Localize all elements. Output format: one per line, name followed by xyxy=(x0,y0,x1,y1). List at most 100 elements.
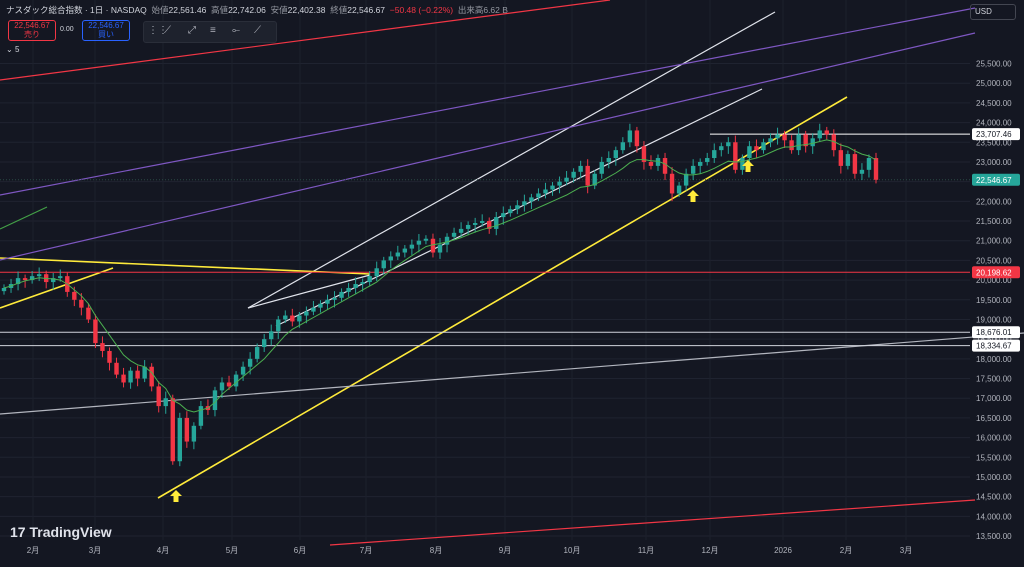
candle-body xyxy=(261,339,267,348)
candle-body xyxy=(107,350,112,363)
candle-body xyxy=(72,291,77,300)
candle-body xyxy=(515,205,520,210)
candle-body xyxy=(648,161,654,166)
y-tick-label: 21,000.00 xyxy=(976,237,1012,246)
candle-body xyxy=(866,158,872,170)
trendline-purple-upper xyxy=(0,7,976,196)
candle-body xyxy=(346,287,351,292)
candle-body xyxy=(719,146,724,151)
candle-body xyxy=(557,181,562,186)
candle-body xyxy=(402,248,408,253)
x-tick-label: 3月 xyxy=(89,546,101,555)
candle-body xyxy=(536,193,541,198)
candle-body xyxy=(416,240,422,245)
candle-body xyxy=(114,362,119,375)
trendline-tool-icon[interactable]: ⟋ xyxy=(164,25,171,36)
candle-body xyxy=(444,236,450,245)
candle-body xyxy=(472,222,478,225)
price-label-bg xyxy=(972,339,1020,352)
horizontal-ray-icon[interactable]: ⟜ xyxy=(232,25,240,36)
y-tick-label: 16,500.00 xyxy=(976,414,1012,423)
y-tick-label: 15,000.00 xyxy=(976,473,1012,482)
x-tick-label: 2月 xyxy=(27,546,39,555)
candle-body xyxy=(465,224,471,229)
buy-button[interactable]: 22,546.67 買い xyxy=(82,20,130,41)
close-label: 終値 xyxy=(330,5,348,15)
candle-body xyxy=(775,134,780,139)
candle-body xyxy=(592,173,597,186)
x-tick-label: 2月 xyxy=(840,546,852,555)
candle-body xyxy=(381,260,386,269)
trendline-red-lower xyxy=(329,499,976,546)
candle-body xyxy=(290,315,295,322)
trendline-yellow-left xyxy=(0,257,371,275)
y-tick-label: 15,500.00 xyxy=(976,453,1012,462)
trendline-support-yellow xyxy=(157,96,848,499)
candle-body xyxy=(641,146,647,162)
low-label: 安値 xyxy=(270,5,288,15)
ray-tool-icon[interactable]: ⤢ xyxy=(188,25,196,36)
y-tick-label: 22,000.00 xyxy=(976,197,1012,206)
sell-price: 22,546.67 xyxy=(14,21,50,30)
candle-body xyxy=(529,197,534,202)
path-tool-icon[interactable]: ⟋ xyxy=(254,25,261,36)
candle-body xyxy=(170,398,175,462)
price-label: 18,676.01 xyxy=(976,328,1012,337)
symbol-title[interactable]: ナスダック総合指数 · 1日 · NASDAQ xyxy=(6,5,147,15)
y-tick-label: 16,000.00 xyxy=(976,434,1012,443)
candle-body xyxy=(845,154,851,166)
candle-body xyxy=(487,221,492,229)
price-label-bg xyxy=(972,326,1020,339)
candle-body xyxy=(430,238,436,253)
candle-body xyxy=(360,282,365,285)
candle-body xyxy=(669,173,675,194)
candle-body xyxy=(796,134,801,151)
candle-body xyxy=(599,161,604,174)
x-tick-label: 4月 xyxy=(157,546,169,555)
x-tick-label: 12月 xyxy=(702,546,719,555)
drawing-toolbar[interactable]: ⋮⋮ ⟋ ⤢ ≡ ⟜ ⟋ xyxy=(143,21,277,43)
x-tick-label: 2026 xyxy=(774,546,792,555)
candle-body xyxy=(212,390,218,411)
candle-body xyxy=(240,366,246,375)
fib-tool-icon[interactable]: ≡ xyxy=(210,25,216,36)
candle-body xyxy=(810,138,815,147)
price-label: 18,334.67 xyxy=(976,342,1012,351)
candle-body xyxy=(79,299,84,308)
indicators-toggle[interactable]: ⌄ 5 xyxy=(6,45,20,54)
y-tick-label: 24,500.00 xyxy=(976,99,1012,108)
candle-body xyxy=(177,417,183,462)
arrow-up-icon xyxy=(742,160,754,172)
candle-body xyxy=(747,146,752,159)
y-tick-label: 19,000.00 xyxy=(976,315,1012,324)
candle-body xyxy=(353,284,358,288)
candle-body xyxy=(332,297,337,300)
y-tick-label: 14,000.00 xyxy=(976,512,1012,521)
drag-handle-icon[interactable]: ⋮⋮ xyxy=(148,25,168,36)
candle-body xyxy=(311,307,316,312)
sell-label: 売り xyxy=(24,30,40,39)
candle-body xyxy=(388,256,393,261)
y-tick-label: 20,500.00 xyxy=(976,256,1012,265)
candle-body xyxy=(571,171,576,178)
candle-body xyxy=(705,158,710,162)
candle-body xyxy=(501,213,506,218)
x-tick-label: 5月 xyxy=(226,546,238,555)
candle-body xyxy=(121,374,126,383)
candle-body xyxy=(29,276,35,281)
candle-body xyxy=(423,238,429,241)
candle-body xyxy=(219,382,225,391)
tradingview-mark-icon: 17 xyxy=(10,524,30,540)
y-tick-label: 23,500.00 xyxy=(976,138,1012,147)
trendline-yellow-left-short xyxy=(0,267,114,309)
y-tick-label: 17,000.00 xyxy=(976,394,1012,403)
candle-body xyxy=(859,169,865,174)
sell-button[interactable]: 22,546.67 売り xyxy=(8,20,56,41)
candle-body xyxy=(697,161,703,166)
candle-body xyxy=(451,232,457,237)
high-label: 高値 xyxy=(211,5,229,15)
candle-body xyxy=(662,158,668,174)
currency-selector[interactable]: USD xyxy=(970,4,1016,20)
